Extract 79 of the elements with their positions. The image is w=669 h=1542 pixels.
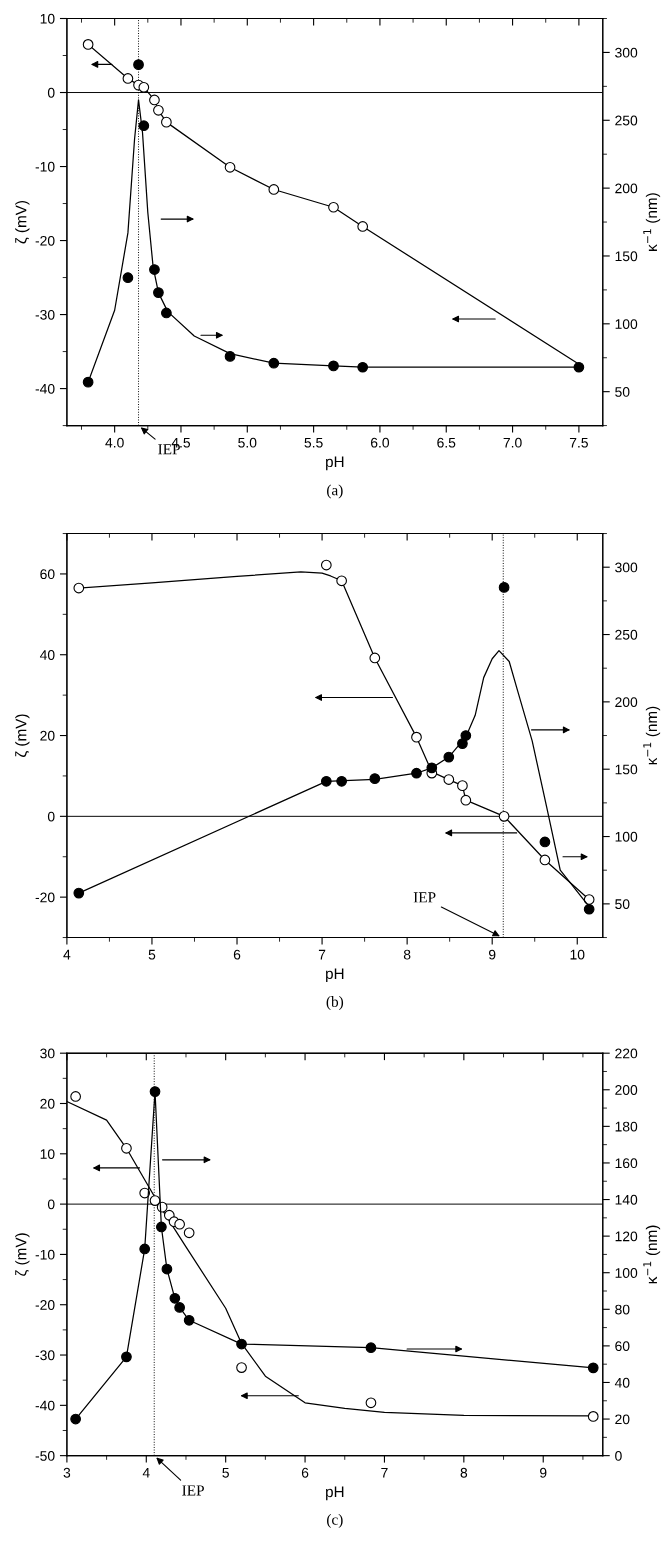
y-tick-label: -50 (35, 1450, 55, 1461)
x-tick-label: 6 (301, 1467, 309, 1478)
y-tick-label: -20 (35, 235, 55, 246)
x-tick-label: 7.5 (569, 437, 588, 448)
x-tick-label: 7 (318, 949, 326, 960)
y2-tick-label: 200 (615, 1085, 638, 1095)
x-tick-label: 9 (488, 949, 496, 960)
y-tick-label: -10 (35, 1249, 55, 1260)
y-tick-label: -40 (35, 1400, 55, 1411)
text: (c) (327, 1514, 343, 1528)
y2-tick-label: 0 (615, 1450, 622, 1461)
x-axis-title: pH (326, 456, 344, 471)
y-tick-label: 40 (39, 650, 55, 660)
y2-axis-title: κ$^{−1}$ (nm) (643, 1225, 661, 1284)
y2-axis-title: κ$^{−1}$ (nm) (643, 193, 661, 251)
y-tick-label: 60 (40, 569, 55, 580)
y-tick-label: 20 (40, 730, 55, 741)
y2-tick-label: 40 (614, 1377, 630, 1388)
x-tick-label: 8 (460, 1467, 468, 1478)
y2-tick-label: 200 (615, 183, 638, 194)
x-tick-label: 5 (148, 949, 156, 960)
y-tick-label: 20 (40, 1098, 55, 1109)
text: (b) (326, 996, 344, 1010)
y2-tick-label: 50 (615, 387, 630, 397)
x-tick-label: 7.0 (503, 437, 522, 448)
y-tick-label: 10 (40, 1149, 55, 1159)
y2-tick-label: 160 (615, 1158, 638, 1169)
x-tick-label: 4 (63, 949, 71, 960)
x-tick-label: 5 (222, 1467, 229, 1478)
y2-tick-label: 120 (615, 1231, 638, 1242)
y2-tick-label: 100 (615, 831, 638, 842)
annotation: IEP (413, 892, 436, 903)
y2-tick-label: 250 (615, 115, 638, 126)
y-axis-title: ζ (mV) (15, 200, 30, 244)
y2-tick-label: 300 (615, 562, 638, 573)
x-tick-label: 4.0 (105, 437, 124, 448)
y2-tick-label: 200 (615, 697, 638, 708)
y2-tick-label: 140 (615, 1194, 638, 1205)
x-tick-label: 6 (233, 949, 241, 960)
x-tick-label: 9 (540, 1467, 547, 1478)
y2-tick-label: 100 (615, 319, 638, 329)
annotation: IEP (182, 1485, 204, 1496)
y2-tick-label: 300 (615, 47, 638, 58)
y-tick-label: -20 (35, 892, 55, 903)
x-tick-label: 6.5 (437, 437, 456, 448)
y2-axis-title: κ$^{−1}$ (nm) (643, 706, 661, 765)
y2-tick-label: 180 (615, 1121, 638, 1132)
x-tick-label: 5.5 (304, 437, 323, 448)
y-tick-label: -30 (35, 309, 55, 320)
x-axis-title: pH (326, 968, 344, 983)
y2-tick-label: 60 (615, 1341, 630, 1352)
y-tick-label: -40 (35, 383, 55, 394)
x-tick-label: 5.0 (238, 437, 257, 448)
x-tick-label: 7 (381, 1467, 388, 1478)
y-tick-label: 0 (47, 87, 55, 98)
y-tick-label: 0 (47, 811, 55, 822)
y-tick-label: -20 (35, 1300, 55, 1310)
y2-tick-label: 80 (615, 1304, 630, 1315)
y2-tick-label: 50 (615, 899, 630, 910)
y2-tick-label: 150 (615, 764, 638, 775)
y2-tick-label: 100 (615, 1268, 638, 1278)
x-tick-label: 10 (570, 949, 585, 960)
y-axis-title: ζ (mV) (15, 714, 30, 757)
y-tick-label: 0 (47, 1199, 55, 1210)
y-tick-label: -10 (35, 161, 55, 172)
x-axis-title: pH (326, 1486, 344, 1501)
x-tick-label: 6.0 (370, 437, 390, 448)
x-tick-label: 4 (142, 1467, 150, 1478)
y-tick-label: 30 (40, 1048, 55, 1059)
y-axis-title: ζ (mV) (15, 1233, 30, 1276)
x-tick-label: 3 (63, 1467, 71, 1478)
y-tick-label: 10 (40, 13, 55, 24)
y2-tick-label: 220 (615, 1048, 638, 1059)
text: (a) (327, 484, 343, 499)
y2-tick-label: 250 (615, 629, 638, 640)
y2-tick-label: 150 (615, 251, 638, 262)
y2-tick-label: 20 (615, 1414, 630, 1425)
y-tick-label: -30 (35, 1350, 55, 1361)
x-tick-label: 8 (403, 949, 411, 960)
